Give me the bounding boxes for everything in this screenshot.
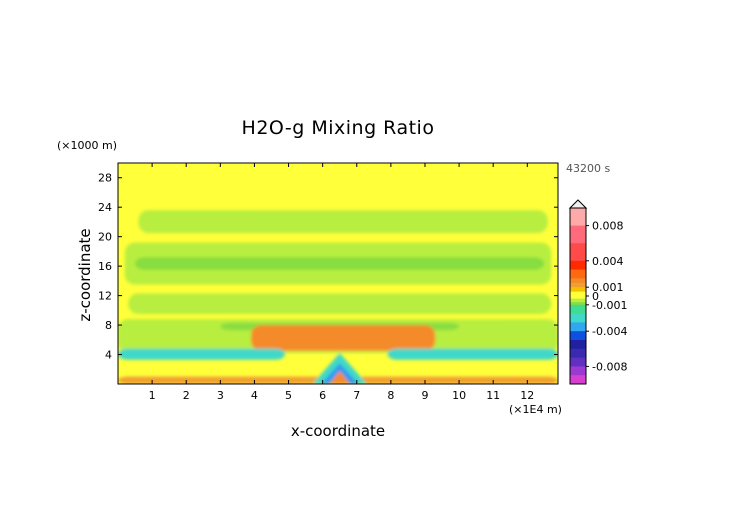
colorbar-band (570, 291, 586, 297)
colorbar-band (570, 287, 586, 293)
x-axis-ticks: 1 2 3 4 5 6 7 8 9 10 11 12 (149, 163, 534, 402)
y-axis-ticks: 4 8 12 16 20 24 28 (98, 172, 558, 362)
x-tick-label: 2 (183, 389, 190, 402)
y-tick-label: 16 (98, 260, 112, 273)
x-tick-label: 10 (452, 389, 466, 402)
colorbar-band (570, 375, 586, 385)
x-tick-label: 5 (285, 389, 292, 402)
colorbar-band (570, 296, 586, 300)
chart-title: H2O-g Mixing Ratio (242, 117, 435, 139)
field-region-orange (251, 325, 436, 351)
field-region-cyan (387, 348, 558, 360)
x-tick-label: 7 (353, 389, 360, 402)
y-tick-label: 8 (105, 319, 112, 332)
field-regions (118, 210, 558, 384)
colorbar-tick-label: -0.004 (592, 325, 627, 338)
field-plume-center (329, 370, 350, 384)
colorbar-tick-label: 0.001 (592, 281, 624, 294)
colorbar-tick-label: 0 (592, 290, 599, 303)
y-tick-label: 4 (105, 349, 112, 362)
colorbar-tick-label: -0.001 (592, 299, 627, 312)
x-tick-label: 11 (486, 389, 500, 402)
x-tick-label: 4 (251, 389, 258, 402)
x-axis-label: x-coordinate (291, 422, 385, 440)
colorbar-tick-label: 0.008 (592, 220, 624, 233)
colorbar-band (570, 331, 586, 341)
y-tick-label: 12 (98, 290, 112, 303)
plot-frame (117, 162, 559, 385)
y-axis-label: z-coordinate (76, 228, 94, 321)
colorbar-band (570, 225, 586, 244)
colorbar-band (570, 322, 586, 332)
x-tick-label: 1 (149, 389, 156, 402)
colorbar-arrow (568, 199, 588, 209)
x-tick-label: 9 (421, 389, 428, 402)
colorbar-band (570, 282, 586, 288)
colorbar-band (570, 278, 586, 284)
colorbar-tick-label: 0.004 (592, 255, 624, 268)
colorbar-band (570, 357, 586, 367)
y-unit-label: (×1000 m) (57, 139, 117, 152)
colorbar-band (570, 366, 586, 376)
x-tick-label: 12 (520, 389, 534, 402)
time-label: 43200 s (566, 162, 610, 175)
field-region-green (135, 257, 545, 270)
colorbar-band (570, 243, 586, 262)
field-region-light_green (138, 210, 548, 233)
colorbar-band (570, 340, 586, 350)
colorbar-band (570, 269, 586, 279)
colorbar-tick-label: -0.008 (592, 360, 627, 373)
x-tick-label: 6 (319, 389, 326, 402)
x-tick-label: 8 (387, 389, 394, 402)
colorbar-band (570, 304, 586, 315)
mixing-ratio-field (118, 163, 558, 384)
colorbar-band (570, 208, 586, 227)
colorbar-band (570, 313, 586, 323)
colorbar-band (570, 298, 586, 303)
colorbar-band (570, 302, 586, 306)
colorbar-band (570, 260, 586, 271)
y-tick-label: 20 (98, 231, 112, 244)
x-tick-label: 3 (217, 389, 224, 402)
y-tick-label: 24 (98, 201, 112, 214)
y-tick-label: 28 (98, 172, 112, 185)
x-unit-label: (×1E4 m) (509, 403, 562, 416)
field-region-cyan (118, 348, 286, 360)
field-region-light_green (128, 293, 552, 315)
colorbar-band (570, 348, 586, 359)
